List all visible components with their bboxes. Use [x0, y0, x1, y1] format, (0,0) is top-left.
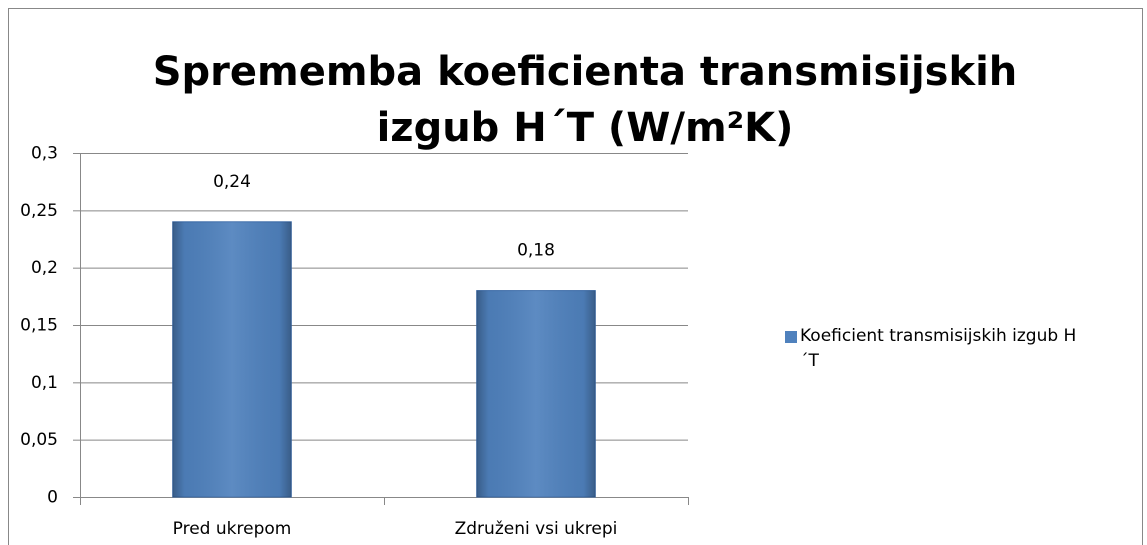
y-tick-label: 0,3: [31, 144, 58, 164]
bar-shade: [172, 221, 292, 498]
y-tick-label: 0,25: [20, 201, 58, 221]
legend: Koeficient transmisijskih izgub H´T: [785, 324, 1085, 374]
y-tick-label: 0,15: [20, 316, 58, 336]
legend-swatch: [785, 331, 797, 343]
y-tick-label: 0: [47, 488, 58, 508]
legend-label: Koeficient transmisijskih izgub H´T: [800, 326, 1077, 371]
chart-title: Sprememba koeficienta transmisijskih izg…: [152, 49, 1018, 151]
bar-shade: [476, 290, 596, 497]
data-label: 0,24: [213, 172, 251, 192]
y-tick-label: 0,1: [31, 373, 58, 393]
data-label: 0,18: [517, 241, 555, 261]
y-tick-label: 0,05: [20, 430, 58, 450]
chart-border: [8, 8, 1143, 545]
x-tick-label: Pred ukrepom: [173, 519, 292, 539]
x-tick-label: Združeni vsi ukrepi: [455, 519, 618, 539]
y-tick-label: 0,2: [31, 258, 58, 278]
